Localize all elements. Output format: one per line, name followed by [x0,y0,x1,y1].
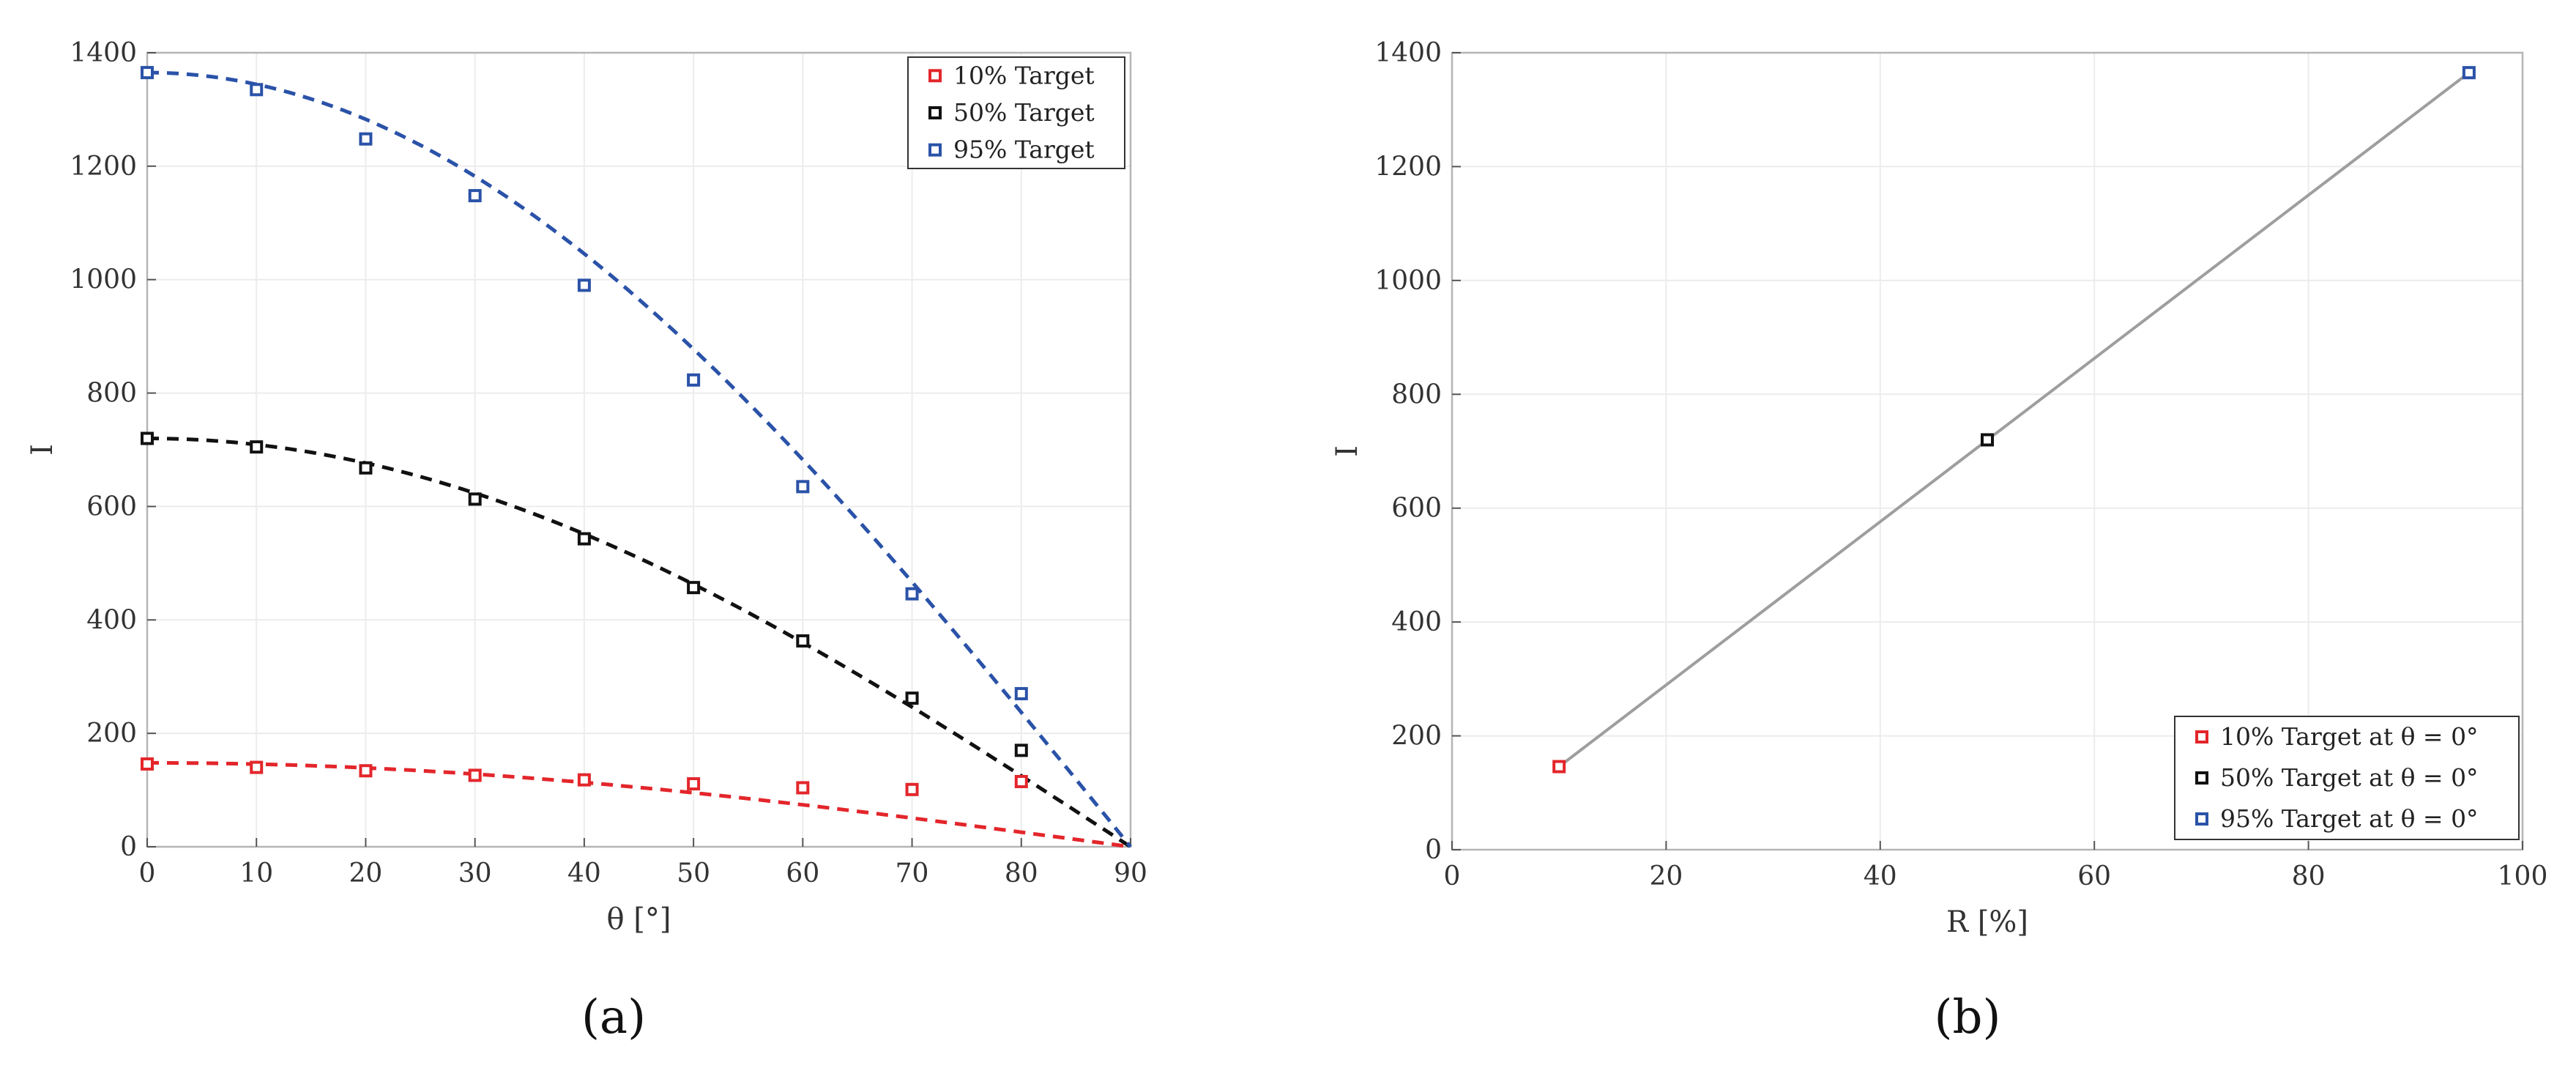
y-tick-label: 1000 [70,265,137,295]
data-point-marker [468,768,482,782]
data-point-marker [577,532,591,546]
y-tick-label: 0 [1425,835,1442,865]
data-point-marker [687,777,701,791]
fit-curve-50-target [146,437,1132,849]
data-point-marker [687,373,701,387]
y-axis-label: I [26,444,59,456]
y-tick-label: 400 [1391,607,1442,637]
legend-marker [2195,812,2208,826]
x-axis-label: θ [°] [606,902,671,936]
y-axis-label: I [1330,445,1364,457]
legend-label: 50% Target at θ = 0° [2220,763,2479,792]
fit-curve-95-target [146,70,1132,848]
legend-marker [928,106,942,119]
legend-label: 95% Target [953,136,1095,164]
x-tick-label: 80 [1005,859,1038,889]
legend-box [907,56,1125,169]
y-tick-label: 1200 [1374,152,1442,182]
x-axis-label: R [%] [1946,905,2028,939]
x-tick-label: 0 [1444,861,1461,891]
y-tick-label: 1400 [70,38,137,68]
y-tick-label: 200 [86,719,137,749]
plot-area-frame [1451,51,2524,851]
x-tick-label: 60 [786,859,819,889]
x-tick-label: 50 [677,859,710,889]
y-tick-label: 800 [1391,379,1442,409]
x-tick-label: 90 [1114,859,1147,889]
y-tick-label: 1400 [1374,38,1442,68]
x-tick-label: 100 [2498,861,2548,891]
x-tick-label: 20 [349,859,383,889]
x-tick-label: 60 [2077,861,2111,891]
fit-curve-10-target [147,760,1131,849]
legend-label: 95% Target at θ = 0° [2220,804,2479,833]
y-tick-label: 1000 [1374,266,1442,296]
data-point-marker [1014,686,1028,700]
legend-label: 10% Target [953,61,1095,89]
data-point-marker [577,773,591,787]
y-tick-label: 600 [1391,494,1442,524]
data-point-marker [250,760,264,774]
data-point-marker [359,764,373,778]
legend-box [2174,716,2520,840]
data-point-marker [250,83,264,97]
y-tick-label: 1200 [70,152,137,182]
legend-marker [928,143,942,157]
data-point-marker [1014,774,1028,788]
data-point-marker [905,782,919,796]
fit-line [1557,71,2471,768]
data-point-marker [141,757,154,771]
data-point-marker [141,431,154,445]
data-point-marker [796,634,810,648]
y-tick-label: 200 [1391,722,1442,752]
data-point-marker [359,132,373,146]
y-tick-label: 0 [120,832,137,862]
data-point-marker [905,691,919,705]
x-tick-label: 40 [567,859,601,889]
data-point-marker [905,587,919,601]
legend-marker [2195,771,2208,785]
data-point-marker [1014,743,1028,757]
data-point-marker [468,189,482,203]
x-tick-label: 40 [1864,861,1897,891]
legend-label: 10% Target at θ = 0° [2220,722,2479,751]
data-point-marker [2462,66,2476,80]
data-point-marker [577,278,591,292]
legend-label: 50% Target [953,98,1095,127]
data-point-marker [359,461,373,475]
data-point-marker [796,781,810,795]
y-tick-label: 800 [86,379,137,409]
data-point-marker [1981,433,1994,447]
y-tick-label: 400 [86,605,137,635]
chart-panel-a: 0 10 20 30 40 50 60 70 80 90 0 200 400 600 800 1000 1200… [26,38,1147,1045]
data-point-marker [468,492,482,506]
data-point-marker [141,66,154,80]
data-point-marker [250,440,264,454]
x-tick-label: 10 [239,859,273,889]
panel-label: (a) [581,990,646,1045]
y-tick-label: 600 [86,492,137,522]
legend-marker [928,69,942,83]
panel-label: (b) [1935,990,2001,1045]
data-point-marker [796,480,810,494]
x-tick-label: 70 [896,859,929,889]
x-tick-label: 0 [139,859,156,889]
legend-marker [2195,730,2208,743]
data-point-marker [1552,760,1566,774]
x-tick-label: 30 [458,859,492,889]
x-tick-label: 20 [1649,861,1683,891]
plot-area-frame [146,51,1132,848]
data-point-marker [687,581,701,595]
x-tick-label: 80 [2292,861,2326,891]
